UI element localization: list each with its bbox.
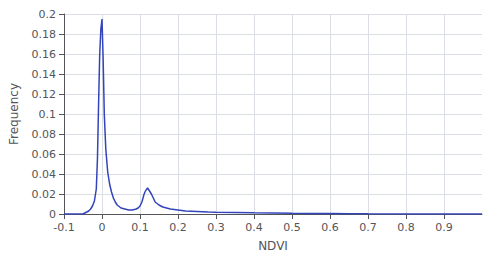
svg-text:0.1: 0.1	[39, 108, 57, 121]
svg-text:0: 0	[49, 208, 56, 221]
svg-text:0.2: 0.2	[169, 221, 187, 234]
svg-text:0.18: 0.18	[32, 28, 57, 41]
svg-text:0.4: 0.4	[245, 221, 263, 234]
svg-text:0.14: 0.14	[32, 68, 57, 81]
svg-text:0: 0	[99, 221, 106, 234]
svg-text:0.2: 0.2	[39, 8, 57, 21]
svg-text:Frequency: Frequency	[7, 83, 21, 145]
svg-text:0.16: 0.16	[32, 48, 57, 61]
svg-text:0.9: 0.9	[435, 221, 453, 234]
svg-text:0.8: 0.8	[397, 221, 415, 234]
svg-text:0.02: 0.02	[32, 188, 57, 201]
svg-text:-0.1: -0.1	[53, 221, 74, 234]
svg-text:0.04: 0.04	[32, 168, 57, 181]
svg-text:0.08: 0.08	[32, 128, 57, 141]
svg-text:0.3: 0.3	[207, 221, 225, 234]
svg-text:0.06: 0.06	[32, 148, 57, 161]
svg-text:0.5: 0.5	[283, 221, 301, 234]
svg-text:0.7: 0.7	[359, 221, 377, 234]
svg-text:0.6: 0.6	[321, 221, 339, 234]
svg-text:0.1: 0.1	[131, 221, 149, 234]
svg-text:0.12: 0.12	[32, 88, 57, 101]
svg-text:NDVI: NDVI	[258, 239, 288, 253]
